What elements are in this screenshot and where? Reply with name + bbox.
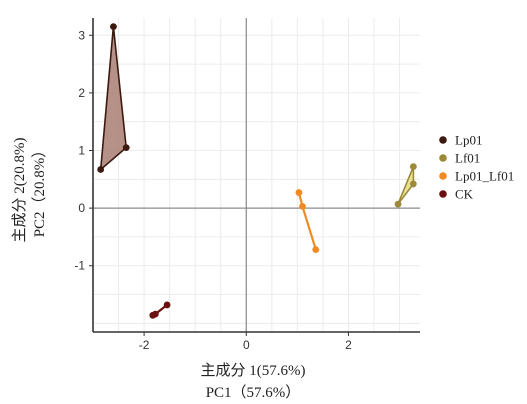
- x-tick-label: -2: [139, 338, 150, 352]
- y-tick-label: 0: [78, 201, 85, 215]
- legend-marker: [439, 190, 447, 198]
- y-axis-label-en: PC2（20.8%）: [31, 143, 48, 238]
- legend-label: Lp01_Lf01: [455, 169, 514, 184]
- point-lp01: [122, 144, 130, 152]
- point-lp01-lf01: [299, 203, 306, 210]
- legend-label: Lp01: [455, 133, 482, 148]
- point-lf01: [409, 163, 417, 171]
- point-lp01-lf01: [295, 189, 303, 196]
- point-lp01-lf01: [312, 246, 320, 254]
- point-lf01: [409, 180, 417, 188]
- legend-label: CK: [455, 187, 474, 202]
- legend-marker: [439, 154, 447, 162]
- legend-label: Lf01: [455, 151, 480, 166]
- x-tick-label: 0: [243, 338, 250, 352]
- hull-lf01: [397, 165, 415, 205]
- legend-marker: [439, 136, 447, 144]
- y-axis-label-cn: 主成分 2(20.8%): [11, 138, 28, 243]
- x-axis-label-en: PC1（57.6%）: [206, 384, 301, 401]
- tick-labels: -2 0 2 3 2 1 0 -1: [74, 28, 352, 352]
- plot-area: [93, 18, 420, 332]
- legend: Lp01 Lf01 Lp01_Lf01 CK: [439, 133, 514, 202]
- data-points: [97, 23, 417, 319]
- hull-lp01: [99, 25, 127, 171]
- legend-marker: [439, 172, 447, 180]
- x-tick-label: 2: [345, 338, 352, 352]
- y-tick-label: 3: [78, 28, 85, 42]
- point-lp01: [110, 23, 117, 31]
- y-tick-label: 1: [78, 144, 85, 158]
- point-lf01: [394, 200, 402, 208]
- axes: [92, 18, 420, 333]
- grid: [92, 18, 420, 332]
- point-lp01: [97, 166, 105, 173]
- y-tick-label: 2: [78, 86, 85, 100]
- y-tick-label: -1: [74, 259, 85, 273]
- x-axis-label-cn: 主成分 1(57.6%): [201, 362, 306, 379]
- point-ck: [163, 301, 171, 309]
- point-ck: [149, 311, 157, 319]
